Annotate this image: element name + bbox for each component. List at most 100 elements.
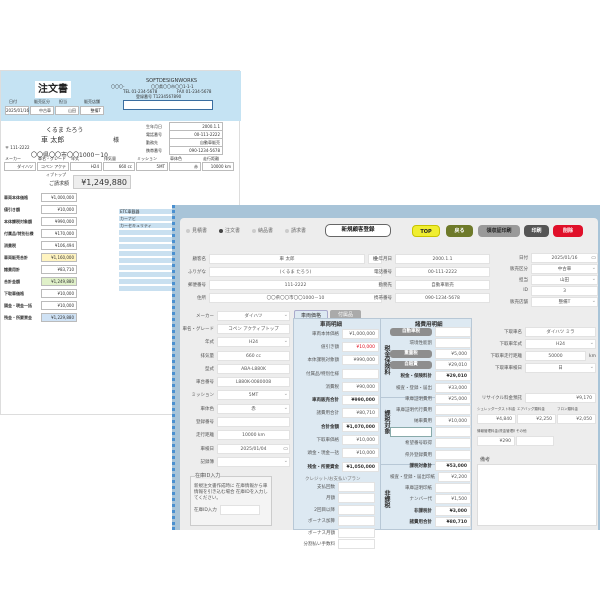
field-input[interactable]: ¥3,000 bbox=[435, 505, 471, 516]
field-input[interactable]: 2025/01/04 bbox=[217, 443, 290, 454]
accessory-stripe bbox=[119, 272, 174, 277]
field-input[interactable]: ¥1,500 bbox=[435, 494, 471, 505]
field-input[interactable]: ダイハツ bbox=[217, 310, 290, 321]
field-input[interactable]: ¥53,000 bbox=[435, 460, 471, 471]
field-input[interactable]: H24 bbox=[525, 339, 596, 349]
field-input[interactable]: ¥10,000 bbox=[342, 448, 379, 459]
notes-textarea[interactable] bbox=[477, 464, 597, 526]
field-input[interactable]: 〇〇県〇〇市〇〇1000－10 bbox=[209, 292, 382, 303]
fee-input[interactable]: ¥290 bbox=[477, 436, 515, 446]
field-input[interactable] bbox=[435, 483, 471, 494]
field-input[interactable] bbox=[338, 527, 375, 538]
field-input[interactable]: コペン アクティブトップ bbox=[217, 323, 290, 334]
fee-input[interactable]: ¥2,050 bbox=[557, 414, 596, 424]
field-input[interactable] bbox=[435, 438, 471, 449]
fee-input[interactable]: ¥4,840 bbox=[477, 414, 516, 424]
field-input[interactable]: 090-1234-5678 bbox=[395, 292, 490, 303]
field-input[interactable] bbox=[338, 493, 375, 504]
field-input[interactable]: ¥990,000 bbox=[342, 355, 379, 366]
field-input[interactable] bbox=[435, 326, 471, 337]
credit-title: クレジット/お支払いプラン bbox=[305, 477, 361, 482]
form-row: ボーナス月額 bbox=[295, 527, 375, 539]
print-button[interactable]: 印刷 bbox=[524, 225, 549, 237]
field-input[interactable] bbox=[435, 449, 471, 460]
receipt-print-button[interactable]: 領収証印刷 bbox=[478, 225, 520, 237]
field-input[interactable] bbox=[342, 368, 379, 379]
field-input[interactable]: 自動車販売 bbox=[395, 279, 490, 290]
field-input[interactable]: 660 cc bbox=[217, 350, 290, 361]
field-input[interactable]: 2025/01/16 bbox=[531, 252, 598, 263]
doc-price-value: ¥1,000,000 bbox=[41, 193, 77, 202]
field-input[interactable]: 50000 bbox=[525, 351, 586, 361]
field-input[interactable]: 整備T bbox=[531, 296, 598, 307]
field-label: 分割払い手数料 bbox=[303, 542, 336, 548]
field-input[interactable] bbox=[217, 417, 290, 428]
recycle-input[interactable]: ¥9,170 bbox=[525, 393, 596, 403]
radio-3[interactable]: 請求書 bbox=[285, 227, 306, 234]
field-input[interactable]: H24 bbox=[217, 337, 290, 348]
field-input[interactable]: ¥90,000 bbox=[342, 381, 379, 392]
new-customer-button[interactable]: 新規顧客登録 bbox=[325, 224, 391, 237]
fee-input[interactable] bbox=[516, 436, 554, 446]
field-input[interactable]: 山田 bbox=[531, 274, 598, 285]
tax-calc-button[interactable]: 重量税 bbox=[390, 349, 432, 358]
field-input[interactable]: 3 bbox=[531, 285, 598, 296]
top-button[interactable]: TOP bbox=[412, 225, 440, 237]
form-row: 記録簿 bbox=[180, 455, 290, 468]
honorific-select[interactable]: 様 bbox=[368, 253, 382, 264]
field-input[interactable] bbox=[338, 516, 375, 527]
field-input[interactable]: ¥2,200 bbox=[438, 472, 471, 483]
field-input[interactable]: ABA-L880K bbox=[217, 363, 290, 374]
back-button[interactable]: 戻る bbox=[446, 225, 473, 237]
doc-accessory-item: カーナビ bbox=[120, 216, 136, 221]
field-input[interactable]: 10000 km bbox=[217, 430, 290, 441]
radio-2[interactable]: 納品書 bbox=[252, 227, 273, 234]
tax-calc-button[interactable]: 自動車税 bbox=[390, 327, 432, 336]
field-input[interactable]: 日 bbox=[525, 363, 596, 373]
field-input[interactable]: ¥33,000 bbox=[435, 382, 471, 393]
radio-1[interactable]: 注文書 bbox=[219, 227, 240, 234]
form-row: 販売区分 中古車 bbox=[500, 263, 598, 274]
field-input[interactable]: 赤 bbox=[217, 403, 290, 414]
field-input[interactable]: ¥10,000 bbox=[342, 435, 379, 446]
field-input[interactable]: ¥1,050,000 bbox=[342, 461, 379, 472]
field-input[interactable] bbox=[338, 539, 375, 550]
form-row: 諸費用合計 ¥80,710 bbox=[390, 516, 471, 527]
field-input[interactable]: ¥1,070,000 bbox=[342, 421, 379, 432]
tax-calc-button[interactable]: 自賠責 bbox=[390, 361, 432, 370]
field-input[interactable]: ¥5,000 bbox=[435, 348, 471, 359]
field-input[interactable]: ダイハツ ミラ bbox=[525, 327, 596, 337]
field-input[interactable]: ¥25,000 bbox=[435, 393, 471, 404]
field-input[interactable]: 2000.1.1 bbox=[395, 253, 490, 264]
field-input[interactable]: 中古車 bbox=[531, 263, 598, 274]
field-input[interactable] bbox=[435, 404, 471, 415]
field-input[interactable] bbox=[338, 504, 375, 515]
field-input[interactable]: ¥10,000 bbox=[342, 341, 379, 352]
field-input[interactable]: ¥1,000,000 bbox=[342, 328, 379, 339]
field-input[interactable]: 00-111-2222 bbox=[395, 266, 490, 277]
field-input[interactable] bbox=[435, 427, 471, 438]
tab-accessories[interactable]: 付属品 bbox=[330, 310, 362, 321]
field-input[interactable]: (くるま たろう) bbox=[209, 266, 382, 277]
form-row: 担当 山田 bbox=[500, 274, 598, 285]
field-input[interactable] bbox=[217, 456, 290, 467]
company-fax: FAX 01-234-5678 bbox=[177, 89, 212, 94]
field-input[interactable]: ¥990,000 bbox=[342, 395, 379, 406]
field-input[interactable]: 5MT bbox=[217, 390, 290, 401]
field-input[interactable]: ¥80,710 bbox=[342, 408, 379, 419]
field-input[interactable]: ¥10,000 bbox=[435, 416, 471, 427]
custom-expense-label-input[interactable] bbox=[390, 427, 432, 438]
field-input[interactable]: ¥80,710 bbox=[435, 516, 471, 527]
fee-input[interactable]: ¥2,250 bbox=[517, 414, 556, 424]
radio-0[interactable]: 見積書 bbox=[186, 227, 207, 234]
field-input[interactable] bbox=[338, 481, 375, 492]
field-input[interactable]: L880K-0080008 bbox=[217, 377, 290, 388]
field-input[interactable] bbox=[435, 337, 471, 348]
field-input[interactable]: ¥29,010 bbox=[435, 371, 471, 382]
stock-id-input[interactable] bbox=[219, 505, 260, 515]
field-input[interactable]: ¥29,010 bbox=[435, 360, 471, 371]
delete-button[interactable]: 削除 bbox=[553, 225, 583, 237]
field-input[interactable]: 車 太郎 bbox=[209, 253, 365, 264]
form-row: 支払回数 bbox=[295, 481, 375, 493]
field-input[interactable]: 111-2222 bbox=[209, 279, 382, 290]
